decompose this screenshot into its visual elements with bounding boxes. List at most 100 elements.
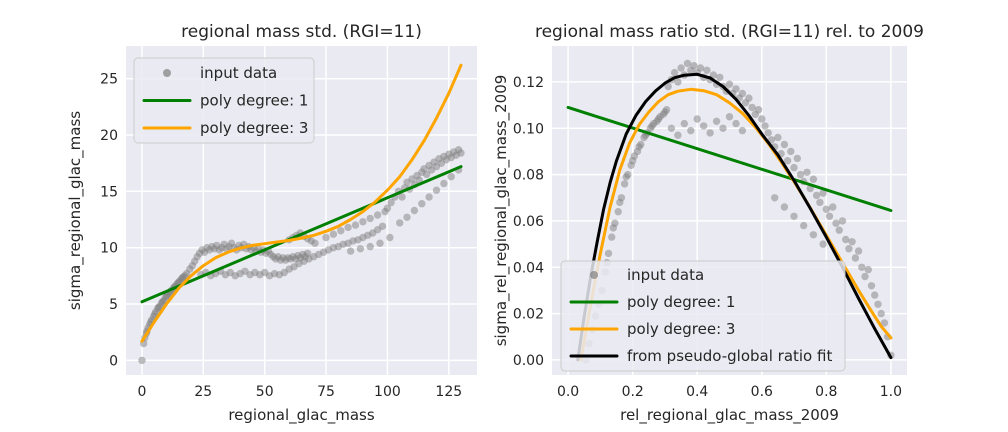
left-legend: input data poly degree: 1 poly degree: 3	[133, 57, 315, 144]
scatter-point	[822, 205, 830, 213]
scatter-point	[432, 186, 441, 194]
scatter-series	[138, 146, 465, 365]
scatter-point	[754, 106, 763, 114]
scatter-point	[851, 254, 860, 262]
scatter-point	[803, 168, 811, 176]
scatter-point	[440, 179, 448, 188]
scatter-point	[864, 265, 872, 274]
scatter-point	[383, 204, 392, 212]
scatter-point	[780, 203, 789, 211]
scatter-point	[620, 180, 629, 188]
y-tick-label: 0	[109, 353, 118, 369]
scatter-point	[725, 80, 734, 88]
x-axis-label: regional_glac_mass	[228, 406, 375, 425]
scatter-point	[819, 189, 827, 197]
scatter-point	[158, 298, 167, 306]
scatter-point	[842, 235, 850, 244]
scatter-point	[376, 239, 384, 247]
scatter-point	[447, 173, 455, 181]
scatter-point	[303, 249, 312, 257]
scatter-point	[716, 73, 724, 82]
scatter-point	[654, 115, 663, 123]
right-legend: input data poly degree: 1 poly degree: 3 fr…	[560, 260, 846, 372]
scatter-point	[858, 263, 866, 271]
y-tick-label: 15	[100, 184, 118, 200]
y-axis-label: sigma_rel_regional_glac_mass_2009	[492, 75, 511, 347]
scatter-point	[403, 213, 411, 221]
scatter-point	[790, 212, 798, 220]
scatter-point	[373, 211, 382, 219]
scatter-point	[758, 115, 766, 123]
scatter-point	[854, 247, 863, 255]
scatter-point	[871, 291, 879, 299]
legend-label: from pseudo-global ratio fit	[627, 347, 832, 365]
scatter-point	[337, 227, 345, 235]
scatter-point	[622, 173, 630, 181]
scatter-point	[423, 170, 431, 179]
plot-title: regional mass std. (RGI=11)	[181, 22, 422, 42]
scatter-point	[683, 59, 692, 68]
x-tick-label: 125	[435, 384, 462, 400]
y-tick-label: 0.08	[513, 168, 544, 184]
scatter-point	[687, 126, 695, 135]
legend-label: poly degree: 1	[200, 92, 308, 110]
x-tick-label: 0.2	[622, 384, 644, 400]
right-subplot: 0.0 0.2 0.4 0.6 0.8 1.0 0.00 0.02 0.04 0.06 0.08 0.…	[492, 22, 924, 425]
scatter-point	[861, 272, 869, 281]
scatter-point	[138, 356, 146, 365]
plot-title: regional mass ratio std. (RGI=11) rel. t…	[535, 22, 924, 42]
scatter-point	[738, 89, 747, 98]
right-poly-degree-3-line	[579, 87, 893, 362]
scatter-point	[816, 198, 824, 207]
scatter-point	[674, 78, 682, 86]
x-tick-label: 50	[256, 384, 274, 400]
scatter-point	[457, 149, 465, 157]
y-tick-label: 0.00	[513, 353, 544, 369]
scatter-point	[838, 217, 847, 225]
legend-frame	[560, 260, 846, 372]
scatter-point	[732, 119, 740, 128]
scatter-point	[661, 108, 669, 116]
scatter-point	[700, 122, 708, 130]
scatter-point	[398, 193, 406, 201]
legend-label: input data	[200, 64, 277, 82]
right-poly-degree-1-line	[566, 105, 893, 212]
scatter-point	[609, 224, 617, 232]
scatter-point	[425, 193, 433, 201]
scatter-point	[771, 194, 779, 202]
scatter-point	[311, 239, 319, 247]
y-tick-label: 10	[100, 241, 118, 257]
x-tick-label: 0.0	[557, 384, 579, 400]
left-poly-degree-3-line	[140, 63, 463, 343]
scatter-point	[396, 219, 404, 227]
legend-label: poly degree: 3	[627, 320, 735, 338]
legend-frame	[133, 57, 315, 144]
scatter-point	[867, 282, 876, 290]
y-tick-label: 0.02	[513, 307, 544, 323]
y-tick-label: 0.04	[513, 260, 544, 276]
y-tick-label: 0.06	[513, 214, 544, 230]
scatter-point	[366, 242, 374, 251]
scatter-point	[832, 219, 840, 227]
scatter-point	[608, 233, 616, 241]
scatter-point	[787, 147, 795, 156]
scatter-point	[825, 212, 834, 220]
scatter-point	[712, 117, 721, 126]
legend-label: poly degree: 1	[627, 293, 735, 311]
y-tick-label: 20	[100, 128, 118, 144]
y-axis-label: sigma_regional_glac_mass	[66, 111, 85, 310]
scatter-point	[809, 175, 818, 183]
legend-label: input data	[627, 266, 704, 284]
scatter-point	[719, 124, 727, 132]
scatter-point	[696, 64, 705, 72]
legend-marker-swatch	[590, 271, 598, 279]
scatter-point	[800, 221, 808, 230]
scatter-point	[877, 309, 885, 318]
scatter-point	[783, 157, 792, 165]
left-poly-degree-1-line	[140, 165, 463, 304]
y-tick-label: 25	[100, 72, 118, 88]
scatter-point	[344, 223, 352, 232]
scatter-point	[178, 274, 186, 282]
scatter-point	[748, 103, 756, 112]
